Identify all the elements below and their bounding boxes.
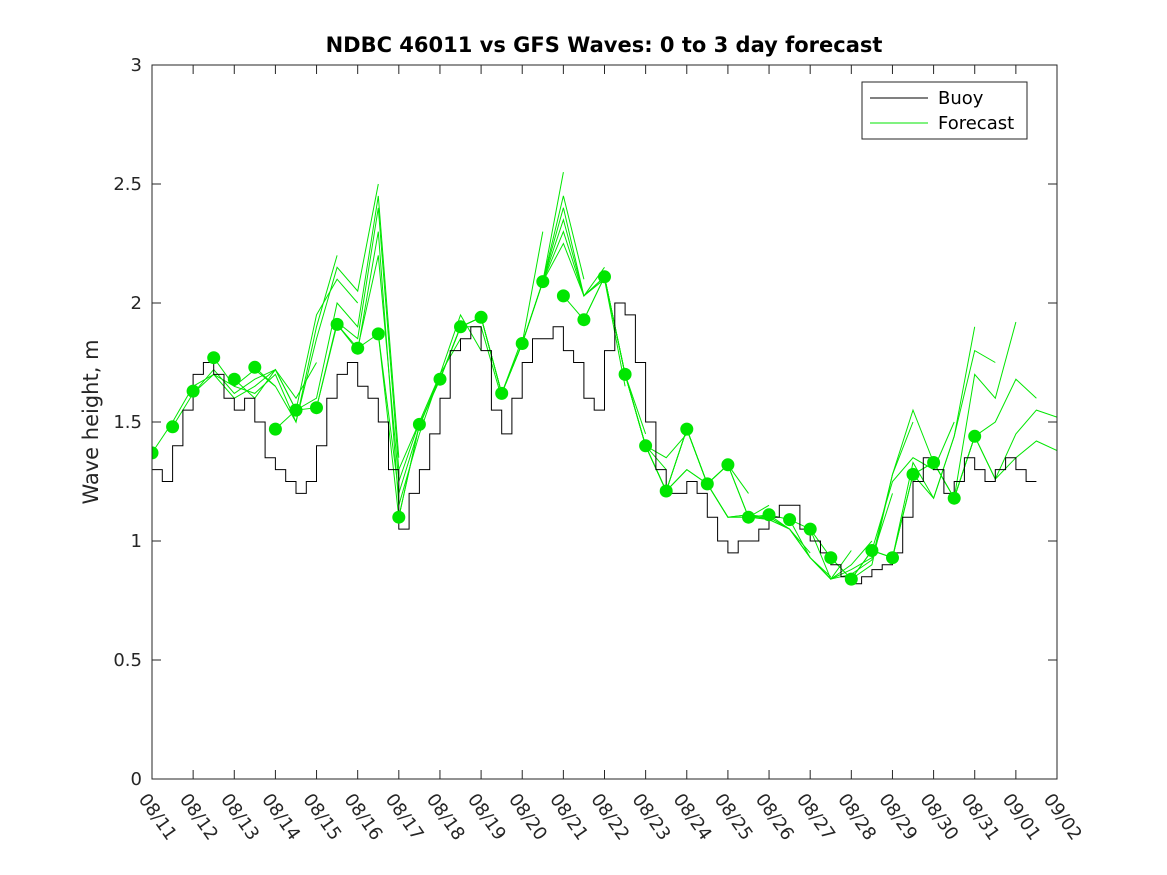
- forecast-marker: [289, 403, 303, 417]
- y-tick-label: 3: [131, 55, 142, 76]
- forecast-marker: [659, 484, 673, 498]
- y-tick-label: 0: [131, 769, 142, 790]
- y-tick-label: 0.5: [113, 650, 142, 671]
- forecast-marker: [742, 510, 755, 524]
- forecast-marker: [556, 289, 570, 303]
- y-tick-label: 1.5: [113, 412, 142, 433]
- y-tick-label: 2: [131, 293, 142, 314]
- forecast-marker: [906, 467, 920, 481]
- forecast-line-5: [254, 183, 379, 424]
- forecast-marker: [412, 417, 426, 431]
- forecast-marker: [783, 513, 797, 527]
- forecast-marker: [454, 320, 467, 334]
- forecast-marker: [330, 317, 344, 331]
- forecast-marker: [947, 491, 961, 505]
- forecast-marker: [536, 275, 550, 289]
- legend-box: [861, 81, 1028, 140]
- y-tick-label: 1: [131, 531, 142, 552]
- forecast-marker: [700, 477, 714, 491]
- legend-label-forecast: Forecast: [938, 113, 1014, 134]
- series-layer: [152, 172, 1057, 586]
- forecast-marker: [310, 401, 323, 415]
- forecast-marker: [865, 544, 879, 557]
- forecast-marker: [248, 360, 262, 374]
- forecast-marker: [844, 572, 858, 586]
- forecast-marker: [639, 439, 653, 453]
- forecast-marker: [824, 551, 838, 565]
- forecast-marker: [886, 551, 899, 565]
- legend: Buoy Forecast: [861, 81, 1028, 140]
- forecast-marker: [721, 458, 735, 472]
- forecast-marker: [968, 429, 982, 443]
- forecast-marker: [474, 310, 488, 324]
- forecast-marker: [577, 313, 591, 327]
- forecast-marker: [515, 337, 529, 350]
- y-tick-label: 2.5: [113, 174, 142, 195]
- forecast-marker: [680, 422, 694, 436]
- forecast-marker: [227, 372, 241, 386]
- forecast-marker: [495, 386, 509, 400]
- forecast-marker: [598, 270, 611, 284]
- forecast-marker: [166, 420, 180, 434]
- forecast-marker: [803, 522, 817, 536]
- forecast-marker: [433, 372, 447, 386]
- forecast-marker: [351, 341, 365, 355]
- forecast-marker: [618, 367, 632, 381]
- forecast-line-3: [213, 255, 338, 424]
- chart-title: NDBC 46011 vs GFS Waves: 0 to 3 day fore…: [326, 33, 883, 57]
- forecast-marker: [927, 456, 941, 469]
- forecast-marker: [392, 510, 406, 524]
- plot-area: [152, 65, 1057, 779]
- forecast-marker: [152, 446, 159, 460]
- forecast-marker: [371, 327, 385, 341]
- forecast-marker: [268, 422, 282, 436]
- forecast-marker: [186, 384, 200, 398]
- legend-label-buoy: Buoy: [938, 88, 984, 109]
- forecast-marker: [762, 508, 776, 522]
- forecast-marker: [207, 351, 221, 365]
- y-axis-label: Wave height, m: [79, 339, 103, 504]
